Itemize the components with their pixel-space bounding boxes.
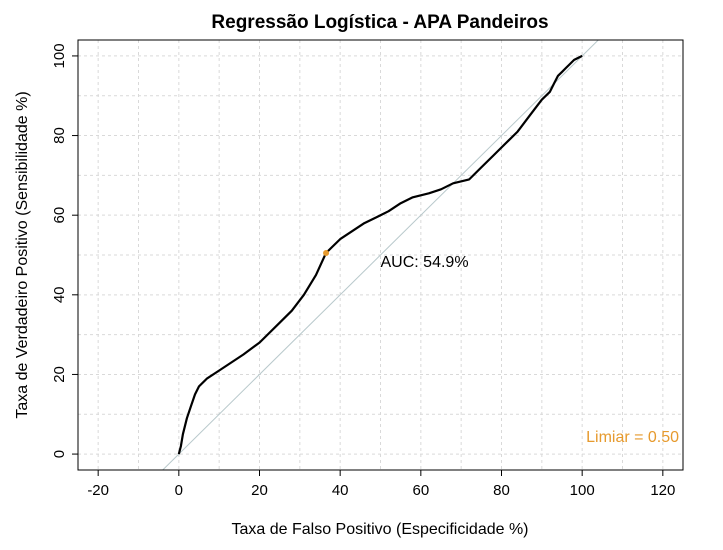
y-tick-label: 0 bbox=[51, 450, 68, 458]
y-tick-label: 80 bbox=[51, 127, 68, 144]
diagonal-layer bbox=[162, 39, 599, 471]
reference-diagonal bbox=[162, 39, 599, 471]
threshold-point-layer bbox=[323, 250, 330, 257]
auc-label: AUC: 54.9% bbox=[381, 254, 469, 271]
x-axis-label: Taxa de Falso Positivo (Especificidade %… bbox=[231, 521, 528, 538]
x-tick-label: 40 bbox=[332, 482, 349, 499]
threshold-point bbox=[323, 250, 330, 257]
roc-curve bbox=[177, 54, 583, 455]
x-tick-label: 20 bbox=[251, 482, 268, 499]
x-tick-label: 60 bbox=[412, 482, 429, 499]
x-tick-label: 80 bbox=[493, 482, 510, 499]
x-tick-label: 0 bbox=[175, 482, 183, 499]
y-tick-label: 40 bbox=[51, 286, 68, 303]
chart-title: Regressão Logística - APA Pandeiros bbox=[211, 12, 548, 33]
y-tick-label: 20 bbox=[51, 366, 68, 383]
y-tick-label: 100 bbox=[51, 43, 68, 68]
threshold-label: Limiar = 0.50 bbox=[586, 429, 679, 446]
y-axis-label: Taxa de Verdadeiro Positivo (Sensibilida… bbox=[14, 91, 31, 418]
annotation-layer: AUC: 54.9% Limiar = 0.50 bbox=[381, 254, 680, 446]
y-tick-label: 60 bbox=[51, 207, 68, 224]
series-layer bbox=[177, 54, 583, 455]
ticks-layer: -20 0 20 40 60 80 100 120 0 20 40 60 80 100 bbox=[51, 43, 675, 499]
x-tick-label: 120 bbox=[650, 482, 675, 499]
plot-frame bbox=[77, 39, 684, 471]
x-tick-label: 100 bbox=[570, 482, 595, 499]
x-tick-label: -20 bbox=[87, 482, 109, 499]
